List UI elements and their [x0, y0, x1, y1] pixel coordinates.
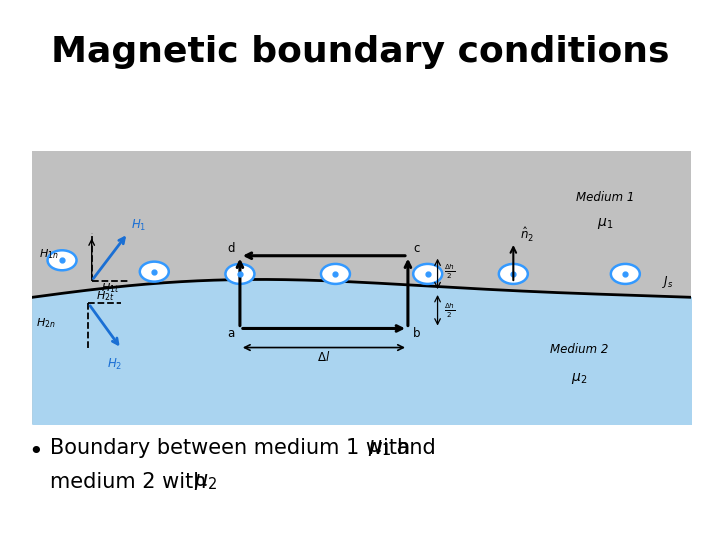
Text: $\mu_2$: $\mu_2$: [571, 371, 588, 386]
Circle shape: [48, 250, 76, 271]
Text: $H_{2t}$: $H_{2t}$: [96, 289, 114, 303]
Text: medium 2 with: medium 2 with: [50, 472, 213, 492]
Text: a: a: [228, 327, 235, 340]
Text: $H_{1t}$: $H_{1t}$: [101, 281, 119, 294]
Text: $\frac{\Delta h}{2}$: $\frac{\Delta h}{2}$: [444, 262, 456, 281]
Text: •: •: [28, 440, 42, 464]
Text: $J_s$: $J_s$: [662, 274, 673, 291]
Circle shape: [321, 264, 350, 284]
Text: c: c: [413, 242, 420, 255]
Text: Medium 1: Medium 1: [577, 191, 635, 204]
Circle shape: [140, 262, 168, 282]
Text: d: d: [228, 242, 235, 255]
Text: $\mu_1$: $\mu_1$: [368, 438, 392, 458]
Text: Boundary between medium 1 with: Boundary between medium 1 with: [50, 438, 417, 458]
Text: $\Delta l$: $\Delta l$: [318, 350, 330, 365]
Text: Medium 2: Medium 2: [550, 343, 608, 356]
Text: $H_1$: $H_1$: [131, 218, 147, 233]
Text: $H_{2n}$: $H_{2n}$: [36, 316, 55, 330]
Circle shape: [499, 264, 528, 284]
Text: and: and: [390, 438, 436, 458]
Text: $\frac{\Delta h}{2}$: $\frac{\Delta h}{2}$: [444, 301, 456, 320]
Text: $\mu_2$: $\mu_2$: [194, 472, 217, 492]
Text: $H_{1n}$: $H_{1n}$: [39, 247, 59, 261]
Text: $\mu_1$: $\mu_1$: [598, 216, 613, 231]
Text: b: b: [413, 327, 420, 340]
Circle shape: [611, 264, 640, 284]
Text: Magnetic boundary conditions: Magnetic boundary conditions: [50, 35, 670, 69]
Circle shape: [225, 264, 254, 284]
Text: $\hat{n}_2$: $\hat{n}_2$: [520, 226, 534, 244]
Text: $H_2$: $H_2$: [107, 357, 122, 372]
Circle shape: [413, 264, 442, 284]
